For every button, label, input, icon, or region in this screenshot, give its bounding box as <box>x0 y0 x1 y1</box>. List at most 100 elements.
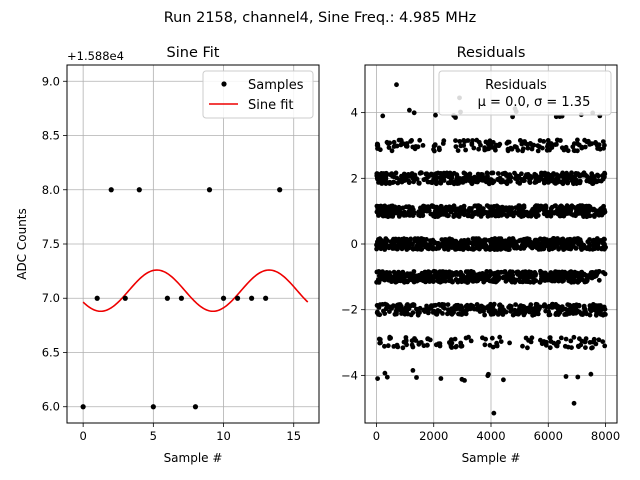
residual-point <box>378 273 384 279</box>
residual-point <box>389 279 394 284</box>
residual-point <box>436 207 441 213</box>
residual-point <box>559 241 565 247</box>
residual-point <box>587 303 593 309</box>
residual-point <box>406 273 412 279</box>
residual-point <box>398 209 403 215</box>
residual-point <box>494 310 499 315</box>
residual-point <box>532 237 538 243</box>
residual-point <box>528 302 534 308</box>
residual-point <box>548 213 554 219</box>
residual-point <box>421 177 427 183</box>
residual-point <box>495 204 501 210</box>
residual-point <box>526 174 532 180</box>
residual-point <box>377 244 382 250</box>
residual-point <box>392 204 398 210</box>
residual-point <box>428 306 434 311</box>
residual-point <box>417 305 423 311</box>
residual-point <box>405 243 410 249</box>
residual-point <box>452 241 458 247</box>
residual-point <box>561 278 566 283</box>
residual-point <box>545 274 550 279</box>
sample-point <box>122 295 128 301</box>
residual-point <box>482 342 488 348</box>
residual-point <box>375 309 380 315</box>
residual-point <box>546 238 552 244</box>
sample-point <box>94 295 100 301</box>
residual-point <box>398 303 404 309</box>
sample-point <box>136 187 142 193</box>
residual-point <box>418 340 424 345</box>
residual-point <box>452 212 457 218</box>
sine-fit-xtick-label: 5 <box>150 429 157 443</box>
residual-point <box>419 275 425 280</box>
residual-point <box>375 176 380 182</box>
residual-point <box>397 238 402 244</box>
residual-point <box>558 273 564 278</box>
residual-point <box>523 269 528 275</box>
residual-point <box>573 310 578 316</box>
residual-point <box>594 242 599 247</box>
residual-point <box>523 279 529 284</box>
residual-point <box>594 305 600 311</box>
residual-point <box>382 370 388 376</box>
residual-point <box>489 335 495 341</box>
residual-point <box>437 303 443 308</box>
residual-point <box>533 271 538 277</box>
residual-point <box>569 345 574 350</box>
residual-point <box>461 143 467 148</box>
residual-point <box>377 340 383 346</box>
residual-point <box>497 302 502 308</box>
residual-point <box>491 410 497 416</box>
residual-point <box>452 179 458 185</box>
residual-point <box>478 214 484 219</box>
legend-residuals-label: Residuals <box>485 78 547 93</box>
residual-point <box>410 310 416 316</box>
residual-point <box>581 206 587 212</box>
residual-point <box>505 139 511 145</box>
residual-point <box>435 308 441 313</box>
residual-point <box>432 239 438 245</box>
residual-point <box>406 180 412 186</box>
sine-fit-title: Sine Fit <box>167 45 220 61</box>
residual-point <box>416 180 422 186</box>
residual-point <box>384 374 390 380</box>
residual-point <box>587 142 593 147</box>
residual-point <box>417 137 423 143</box>
residual-point <box>596 209 601 215</box>
residual-point <box>481 279 487 285</box>
residual-point <box>503 205 509 211</box>
residual-point <box>596 310 601 315</box>
residual-point <box>576 303 582 309</box>
residual-point <box>520 343 525 349</box>
residual-point <box>448 180 453 186</box>
residual-point <box>534 302 540 308</box>
residual-point <box>445 213 451 219</box>
residual-point <box>542 172 547 178</box>
residual-point <box>420 143 426 148</box>
residual-point <box>596 142 602 148</box>
sample-point <box>164 295 170 301</box>
residual-point <box>602 311 607 317</box>
residual-point <box>525 345 530 351</box>
residuals-xlabel: Sample # <box>462 451 521 465</box>
residual-point <box>415 244 421 250</box>
residuals-axes-frame <box>364 64 618 424</box>
sample-point <box>206 187 213 193</box>
residual-point <box>485 213 491 219</box>
residual-point <box>443 173 448 179</box>
residual-point <box>385 343 391 349</box>
residual-point <box>521 312 527 318</box>
residual-point <box>485 210 491 215</box>
residual-point <box>507 237 513 242</box>
residual-point <box>485 373 491 379</box>
residual-point <box>424 208 430 214</box>
residual-point <box>523 307 528 313</box>
residual-point <box>508 178 513 184</box>
residual-point <box>445 206 450 212</box>
residual-point <box>600 270 606 275</box>
residual-point <box>391 273 397 279</box>
residual-point <box>532 180 538 185</box>
residual-point <box>434 274 440 280</box>
residuals-ytick-label: 0 <box>351 237 358 251</box>
